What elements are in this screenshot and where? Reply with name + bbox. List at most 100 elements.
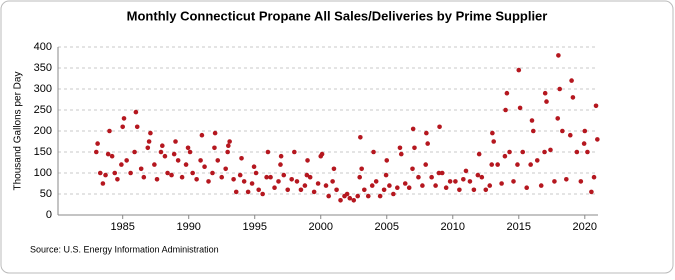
data-point [582,128,588,134]
x-tick-label: 2005 [375,221,399,233]
data-point [453,179,458,184]
data-point [423,162,429,167]
data-point [304,172,310,178]
data-point [429,174,434,180]
data-point [169,172,174,178]
data-point [344,191,350,197]
data-point [569,78,574,83]
data-point [591,174,597,180]
data-point [589,189,594,195]
data-point [331,166,337,172]
data-point [534,158,540,163]
chart-title: Monthly Connecticut Propane All Sales/De… [127,8,548,23]
data-point [406,185,412,190]
data-point [564,177,569,182]
data-point [544,99,549,104]
data-point [231,177,236,182]
data-point [365,193,371,199]
data-point [202,164,207,169]
data-point [173,139,178,144]
data-point [212,145,217,151]
x-tick-label: 2010 [441,221,465,233]
data-point [359,166,364,172]
data-point [265,149,271,155]
data-point [351,198,357,203]
data-point [124,158,129,163]
data-point [278,162,283,167]
data-point [289,177,294,182]
data-point [115,177,120,182]
x-tick-label: 1990 [176,221,200,233]
data-point [256,187,261,193]
data-point [507,149,512,155]
y-axis-label: Thousand Gallons per Day [13,72,24,191]
data-point [552,179,557,184]
data-point [516,67,522,73]
y-tick-label: 200 [34,125,52,137]
data-point [391,191,396,197]
data-point [585,149,590,155]
data-point [97,170,103,176]
data-point [358,135,363,140]
data-point [183,162,189,167]
data-point [241,179,247,184]
data-point [323,183,329,188]
data-point [268,174,273,180]
data-point [595,137,600,142]
data-point [95,141,100,146]
y-tick-label: 150 [34,146,52,158]
y-tick-label: 100 [34,167,52,179]
data-point [347,195,353,201]
data-point [395,185,400,190]
x-tick-label: 1985 [110,221,134,233]
data-point [233,189,239,195]
x-tick-label: 2020 [573,221,597,233]
data-point [311,189,317,195]
data-point [210,170,215,176]
data-point [107,128,112,134]
data-point [134,124,140,130]
data-point [529,118,535,123]
data-point [302,183,308,188]
data-point [503,107,508,113]
y-tick-label: 350 [34,62,52,74]
data-point [251,164,257,169]
data-point [215,158,221,163]
data-point [145,145,151,151]
data-point [520,149,526,155]
data-point [206,179,211,184]
data-point [212,130,218,136]
data-point [225,149,230,155]
data-point [103,172,108,178]
data-point [338,198,343,203]
data-point [133,109,139,115]
data-point [373,179,379,184]
data-point [357,174,362,180]
data-point [219,174,225,180]
chart-frame [0,0,674,274]
data-point [239,156,244,161]
data-point [383,172,389,178]
data-point [187,149,193,155]
data-point [194,177,199,182]
data-point [226,143,231,148]
data-point [443,185,449,190]
data-point [294,179,300,184]
data-point [555,116,561,121]
data-point [141,174,147,180]
data-point [397,145,403,151]
y-tick-label: 250 [34,104,52,116]
data-point [120,124,125,130]
data-point [548,147,553,153]
data-point [531,128,536,134]
data-point [146,139,152,144]
data-point [245,189,251,195]
y-tick-label: 300 [34,83,52,95]
data-point [398,151,404,157]
data-point [105,151,111,157]
data-point [463,168,469,174]
data-point [112,170,118,176]
data-point [574,149,580,155]
data-point [424,130,429,136]
